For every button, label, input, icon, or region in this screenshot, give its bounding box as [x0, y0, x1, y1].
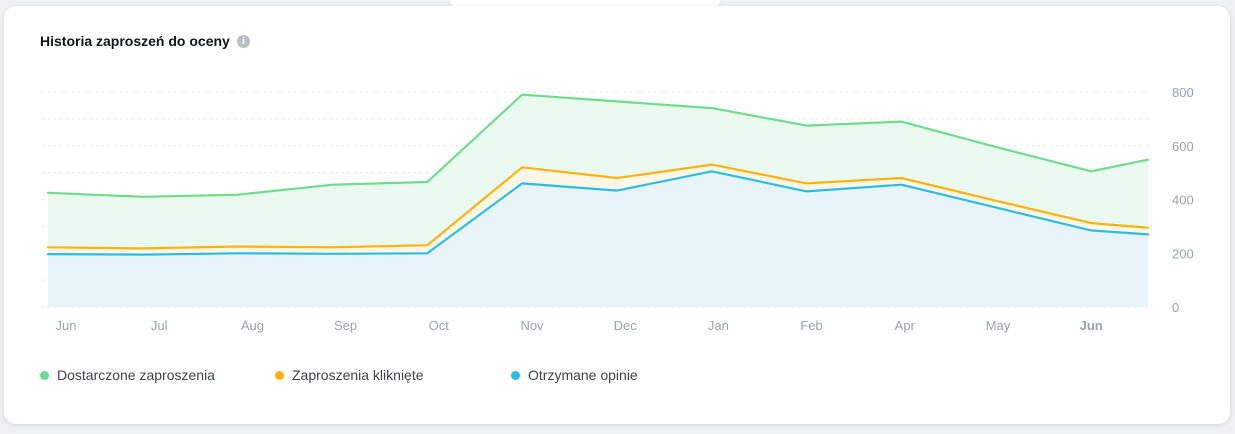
x-tick-label: Sep: [334, 318, 357, 333]
x-tick-label: Jul: [151, 318, 168, 333]
legend-dot: [40, 370, 49, 380]
x-tick-label: Jun: [56, 318, 77, 333]
x-tick-label: Feb: [800, 318, 822, 333]
legend-dot: [511, 370, 520, 380]
x-tick-label: Aug: [241, 318, 264, 333]
y-tick-label: 0: [1172, 300, 1179, 315]
legend-item-received[interactable]: Otrzymane opinie: [511, 367, 638, 383]
legend-label: Zaproszenia kliknięte: [292, 367, 424, 383]
x-axis: Jun Jul Aug Sep Oct Nov Dec Jan Feb Apr May Jun: [56, 318, 1103, 333]
series-line-0: [46, 93, 1150, 198]
y-tick-label: 200: [1172, 246, 1194, 261]
info-icon[interactable]: i: [236, 34, 250, 48]
x-tick-label: Dec: [614, 318, 638, 333]
series-line-1: [46, 163, 1150, 250]
legend-item-delivered[interactable]: Dostarczone zaproszenia: [40, 367, 215, 383]
series-lines: [46, 93, 1150, 256]
legend-item-clicked[interactable]: Zaproszenia kliknięte: [275, 367, 424, 383]
y-tick-label: 400: [1172, 193, 1194, 208]
chart-legend: Dostarczone zaproszenia Zaproszenia klik…: [40, 367, 740, 387]
x-tick-label: Jun: [1080, 318, 1103, 333]
series-line-2: [46, 170, 1150, 256]
x-tick-label: May: [986, 318, 1011, 333]
y-tick-label: 600: [1172, 139, 1194, 154]
y-axis: 0 200 400 600 800: [1172, 85, 1194, 315]
x-tick-label: Apr: [895, 318, 916, 333]
card-title: Historia zaproszeń do oceny: [40, 33, 230, 49]
legend-dot: [275, 370, 284, 380]
x-tick-label: Jan: [708, 318, 729, 333]
series-area-2: [48, 171, 1148, 307]
card-header: Historia zaproszeń do oceny i: [40, 33, 250, 49]
x-tick-label: Nov: [520, 318, 544, 333]
legend-label: Dostarczone zaproszenia: [57, 367, 215, 383]
series-areas: [48, 94, 1148, 307]
x-tick-label: Oct: [429, 318, 450, 333]
top-tab-edge: [450, 0, 720, 7]
legend-label: Otrzymane opinie: [528, 367, 638, 383]
y-tick-label: 800: [1172, 85, 1194, 100]
